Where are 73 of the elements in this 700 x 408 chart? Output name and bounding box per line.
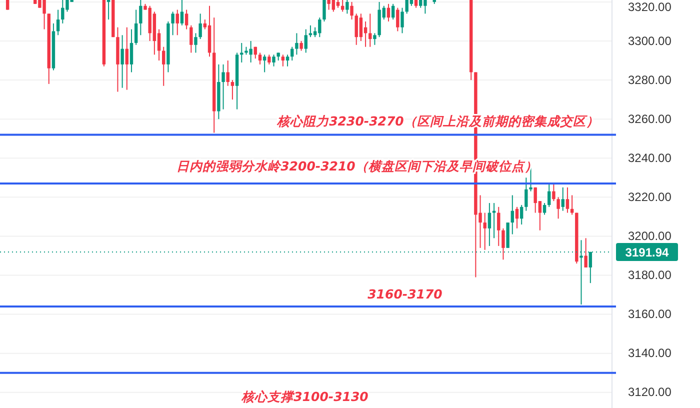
candlestick [346, 0, 349, 14]
candlestick [308, 24, 312, 38]
candlestick [230, 80, 234, 100]
candlestick [130, 28, 134, 73]
candlestick [295, 32, 298, 56]
candlestick [556, 196, 560, 220]
candlestick [194, 32, 198, 54]
candlestick [391, 3, 395, 20]
ref-line-label: 3191.94 [625, 245, 670, 260]
candlestick [350, 1, 354, 20]
y-tick-label: 3320.00 [628, 0, 672, 14]
y-tick-label: 3240.00 [628, 150, 672, 165]
candlestick [176, 9, 179, 36]
candlestick [272, 54, 276, 67]
candlestick [198, 13, 202, 40]
candlestick [322, 0, 326, 22]
candlestick [359, 13, 363, 42]
y-tick-label: 3180.00 [628, 268, 672, 282]
candlestick [56, 9, 60, 36]
y-tick-label: 3220.00 [628, 190, 672, 204]
y-tick-label: 3160.00 [628, 307, 672, 322]
candlestick [548, 183, 551, 208]
candlestick [502, 228, 505, 260]
candlestick [552, 183, 556, 202]
candlestick [134, 9, 138, 46]
candlestick [222, 64, 225, 110]
candlestick [290, 46, 294, 62]
candlestick [190, 24, 193, 54]
y-tick-label: 3300.00 [628, 34, 672, 48]
candlestick [184, 9, 188, 30]
candlestick [304, 28, 308, 54]
candlestick [566, 186, 570, 214]
candlestick [396, 7, 400, 32]
y-tick-label: 3200.00 [628, 229, 672, 244]
candlestick [180, 0, 184, 26]
candlestick [368, 13, 372, 48]
candlestick [106, 0, 110, 20]
candlestick [570, 194, 574, 216]
candlestick [524, 177, 528, 212]
candlestick [139, 0, 142, 36]
y-tick-label: 3260.00 [628, 112, 672, 126]
y-tick-label: 3280.00 [628, 72, 672, 87]
candlestick [262, 54, 266, 73]
candlestick [125, 26, 128, 90]
annotation: 3160-3170 [368, 286, 443, 302]
candlestick [497, 206, 500, 246]
candlestick [120, 34, 124, 88]
candlestick [6, 0, 10, 10]
candlestick [281, 54, 285, 67]
y-tick-label: 3120.00 [628, 385, 672, 400]
candlestick [510, 194, 514, 235]
candlestick [268, 54, 271, 65]
candlestick [488, 202, 492, 246]
candlestick [340, 0, 344, 12]
candlestick [515, 206, 519, 229]
candlestick [258, 52, 262, 65]
candlestick [520, 204, 524, 225]
candlestick [286, 54, 290, 67]
candlestick [400, 7, 404, 34]
candlestick [162, 46, 166, 86]
candlestick [386, 3, 390, 22]
candlestick [584, 238, 588, 268]
candlestick [300, 40, 303, 52]
candlestick [226, 60, 230, 86]
candlestick [492, 202, 496, 239]
candlestick [240, 42, 244, 63]
candlestick [483, 212, 486, 250]
candlestick [373, 32, 376, 46]
candlestick [171, 11, 174, 36]
candlestick [561, 186, 564, 212]
y-tick-label: 3140.00 [628, 346, 672, 360]
candlestick [542, 202, 546, 216]
annotation: 核心支撑3100-3130 [240, 388, 369, 404]
